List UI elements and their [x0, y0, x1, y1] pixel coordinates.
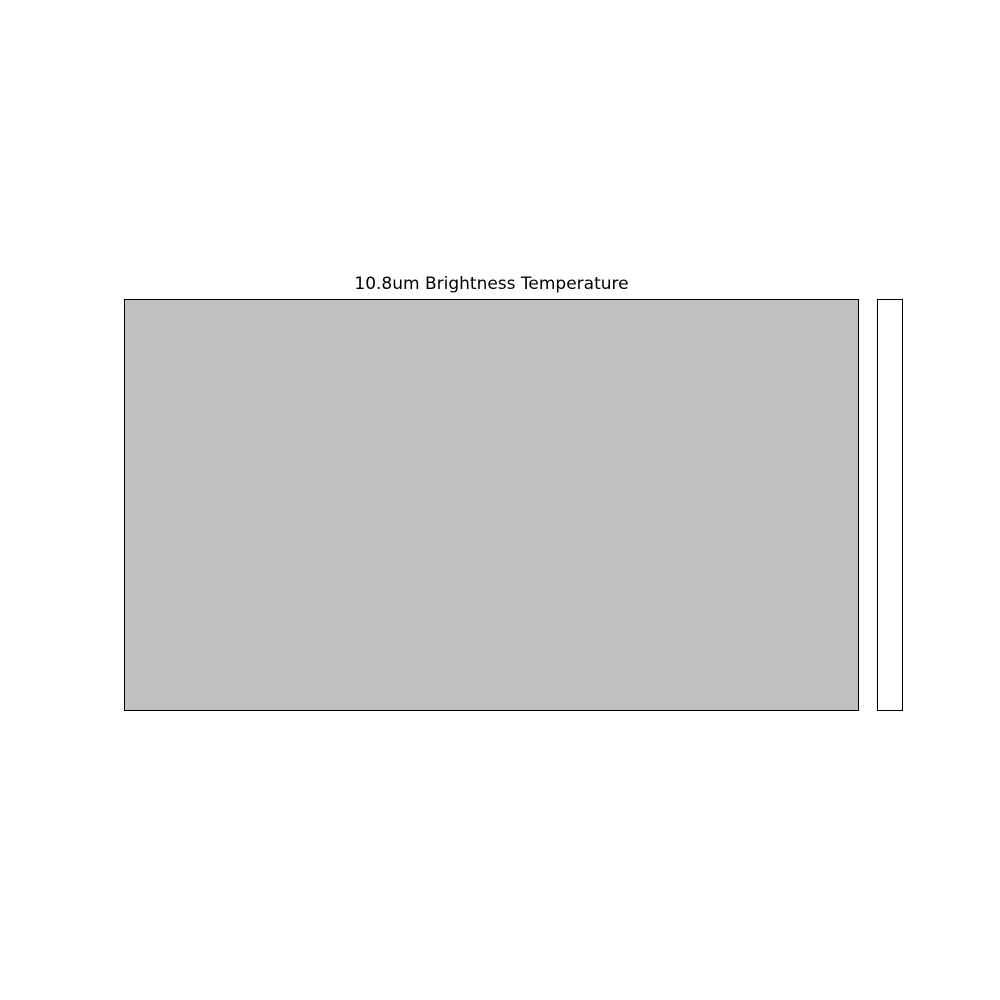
plot-title: 10.8um Brightness Temperature — [354, 274, 629, 294]
colorbar-frame — [877, 299, 903, 711]
brightness-temperature-map-canvas — [125, 300, 858, 710]
colorbar-gradient — [878, 300, 902, 710]
map-plot-area — [124, 299, 859, 711]
